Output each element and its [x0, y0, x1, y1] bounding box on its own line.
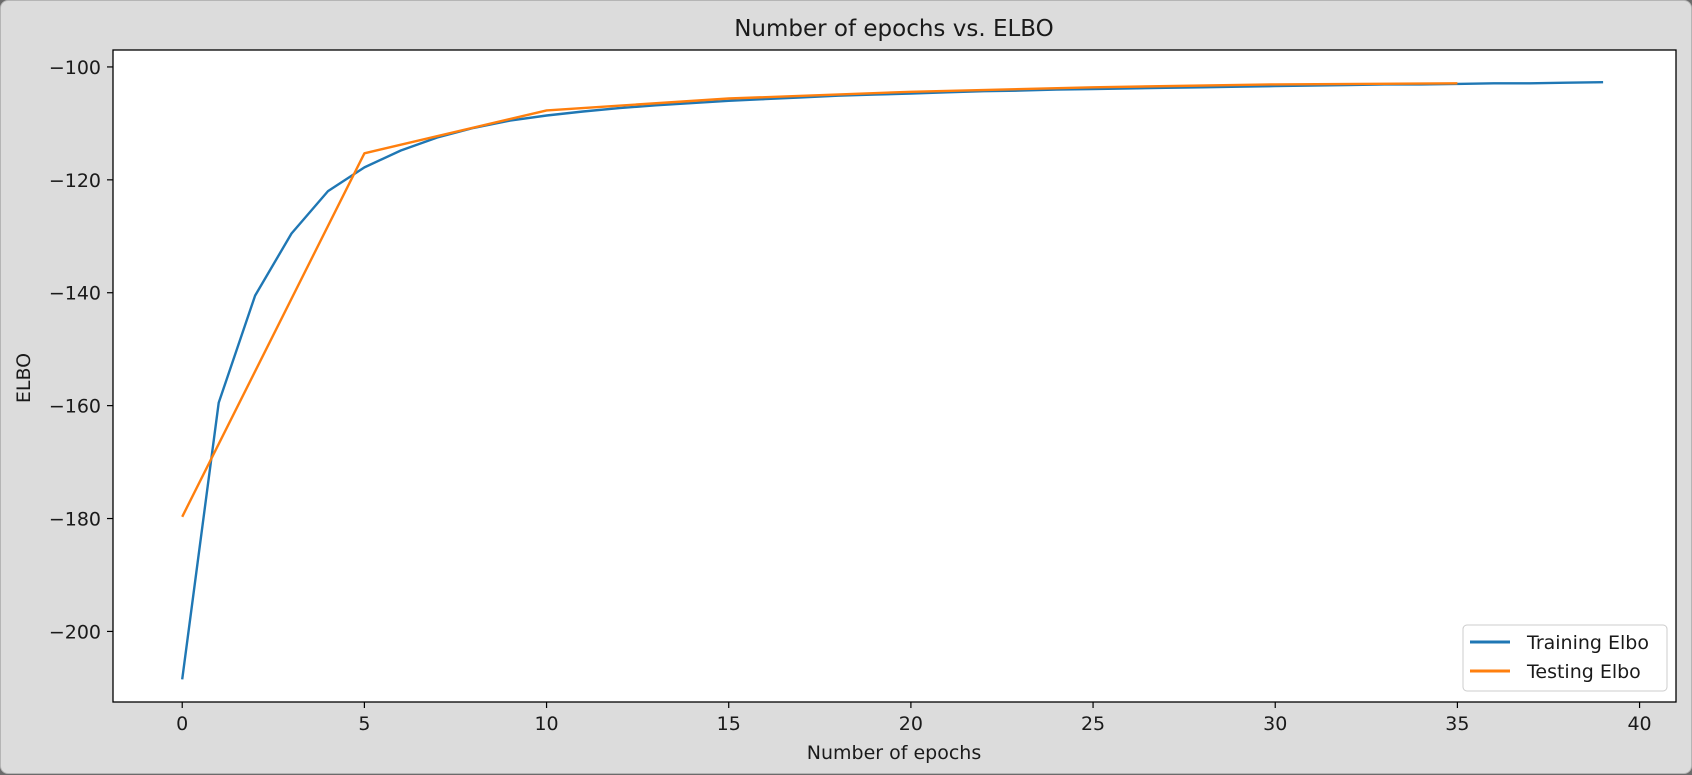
x-tick-label: 35: [1445, 713, 1469, 735]
y-tick-label: −200: [49, 621, 101, 643]
y-tick-label: −160: [49, 396, 101, 418]
plot-area: [113, 50, 1676, 702]
legend: Training Elbo Testing Elbo: [1462, 624, 1668, 692]
y-tick-label: −100: [49, 57, 101, 79]
legend-box: [1462, 624, 1668, 692]
y-tick-label: −140: [49, 283, 101, 305]
y-tick-label: −180: [49, 509, 101, 531]
y-axis-title: ELBO: [13, 353, 35, 403]
legend-label-training: Training Elbo: [1526, 632, 1649, 654]
y-tick-label: −120: [49, 170, 101, 192]
x-axis: 0 5 10 15 20 25 30 35 40: [176, 702, 1652, 735]
x-tick-label: 0: [176, 713, 188, 735]
x-tick-label: 10: [534, 713, 558, 735]
x-tick-label: 20: [899, 713, 923, 735]
x-tick-label: 40: [1627, 713, 1651, 735]
x-axis-title: Number of epochs: [807, 742, 981, 764]
x-tick-label: 15: [717, 713, 741, 735]
x-tick-label: 25: [1081, 713, 1105, 735]
chart-title: Number of epochs vs. ELBO: [734, 16, 1054, 42]
plot-frame: [112, 49, 1677, 703]
legend-label-testing: Testing Elbo: [1526, 661, 1641, 683]
series-layer: [181, 81, 1604, 680]
series-line-testing-elbo: [181, 82, 1458, 518]
y-axis: −100 −120 −140 −160 −180 −200: [49, 57, 113, 643]
x-tick-label: 5: [358, 713, 370, 735]
x-tick-label: 30: [1263, 713, 1287, 735]
